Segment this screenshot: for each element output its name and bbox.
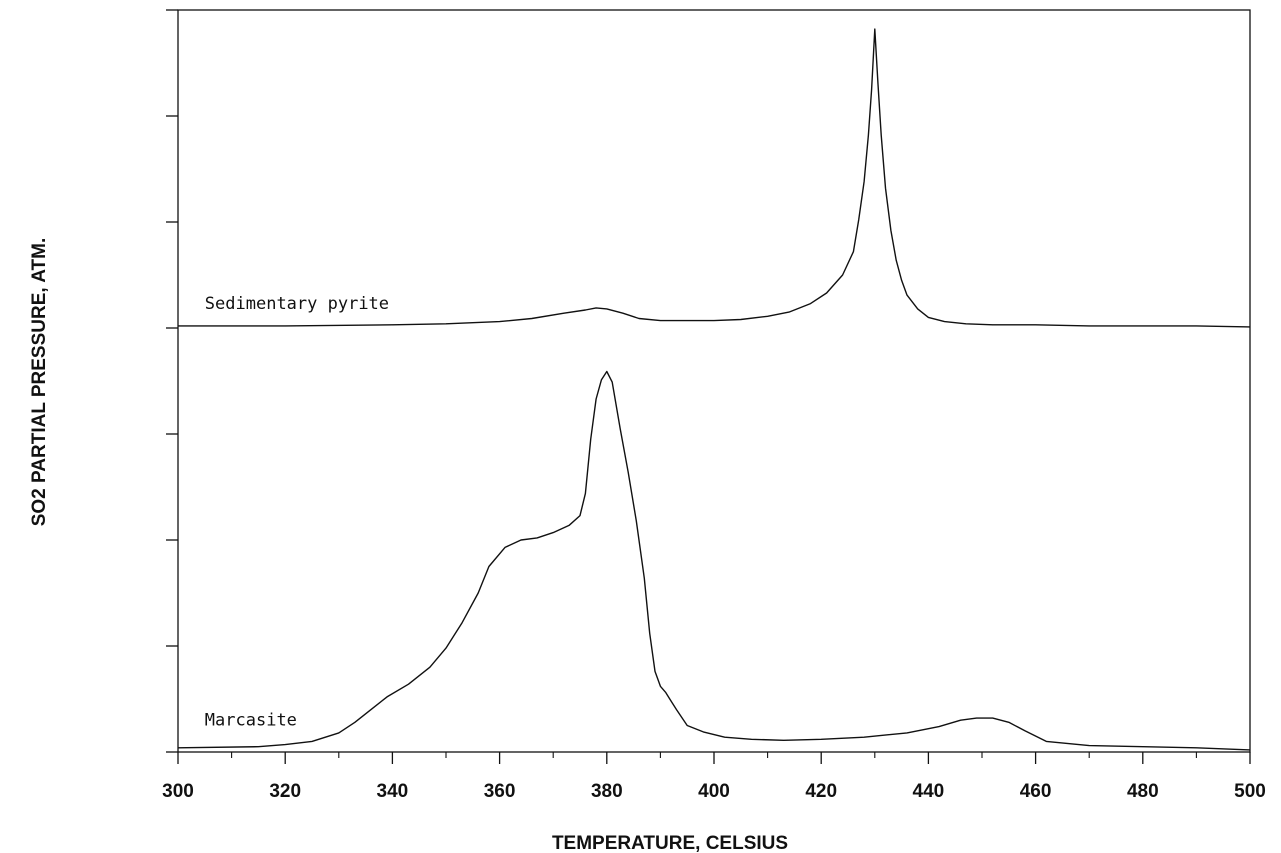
plot-frame	[177, 9, 1251, 753]
y-axis-ticks	[166, 9, 178, 753]
x-tick-label: 420	[805, 781, 837, 802]
x-tick-label: 340	[377, 781, 409, 802]
x-tick-label: 360	[484, 781, 516, 802]
series-label-sedimentary-pyrite: Sedimentary pyrite	[205, 294, 389, 314]
x-tick-label: 460	[1020, 781, 1052, 802]
x-tick-label: 380	[591, 781, 623, 802]
series-lines: Sedimentary pyrite Marcasite	[177, 28, 1251, 751]
series-line-sedimentary-pyrite	[178, 28, 1251, 328]
x-tick-label: 320	[269, 781, 301, 802]
x-axis-ticks: 300 320 340 360 380 400 420 440 460 480 500	[162, 752, 1266, 802]
x-tick-label: 480	[1127, 781, 1159, 802]
x-tick-label: 300	[162, 781, 194, 802]
series-line-marcasite	[177, 370, 1251, 751]
x-tick-label: 500	[1234, 781, 1266, 802]
x-tick-label: 400	[698, 781, 730, 802]
x-axis-title: TEMPERATURE, CELSIUS	[552, 833, 788, 853]
series-label-marcasite: Marcasite	[205, 711, 297, 731]
x-tick-label: 440	[913, 781, 945, 802]
y-axis-title: SO2 PARTIAL PRESSURE, ATM.	[29, 238, 50, 527]
